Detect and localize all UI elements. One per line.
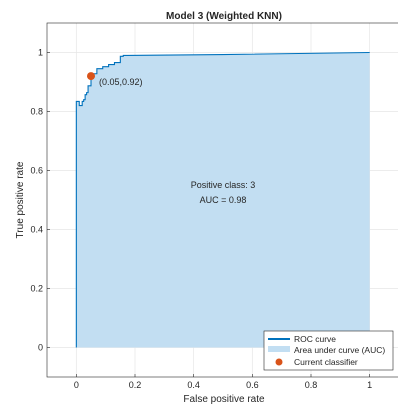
auc-area [76, 52, 370, 348]
plot-frame [46, 22, 398, 378]
x-tick-label: 0.8 [305, 380, 318, 390]
x-tick-label: 0 [74, 380, 79, 390]
y-tick-label: 0.4 [30, 225, 43, 235]
legend: ROC curve Area under curve (AUC) Current… [263, 330, 394, 371]
y-tick-label: 0.6 [30, 166, 43, 176]
axis-ticks: 0 0.2 0.4 0.6 0.8 1 0 0.2 0.4 0.6 0.8 1 [30, 48, 372, 391]
x-tick-label: 0.6 [246, 380, 259, 390]
legend-classifier-swatch [275, 358, 283, 366]
y-axis-label: True positive rate [15, 161, 26, 238]
x-tick-label: 0.4 [187, 380, 200, 390]
x-tick-label: 1 [367, 380, 372, 390]
x-tick-label: 0.2 [129, 380, 142, 390]
legend-auc-swatch [268, 346, 290, 352]
legend-roc-label: ROC curve [294, 334, 336, 344]
positive-class-annotation: Positive class: 3 [191, 180, 256, 190]
y-tick-label: 0.2 [30, 284, 43, 294]
current-classifier-point [87, 72, 95, 81]
y-tick-label: 0.8 [30, 107, 43, 117]
legend-auc-label: Area under curve (AUC) [294, 345, 385, 355]
auc-annotation: AUC = 0.98 [200, 195, 247, 205]
x-axis-label: False positive rate [183, 394, 265, 405]
y-tick-label: 1 [38, 48, 43, 58]
y-tick-label: 0 [38, 343, 43, 353]
chart-title: Model 3 (Weighted KNN) [166, 11, 282, 22]
current-classifier-label: (0.05,0.92) [99, 77, 143, 87]
legend-classifier-label: Current classifier [294, 357, 358, 367]
